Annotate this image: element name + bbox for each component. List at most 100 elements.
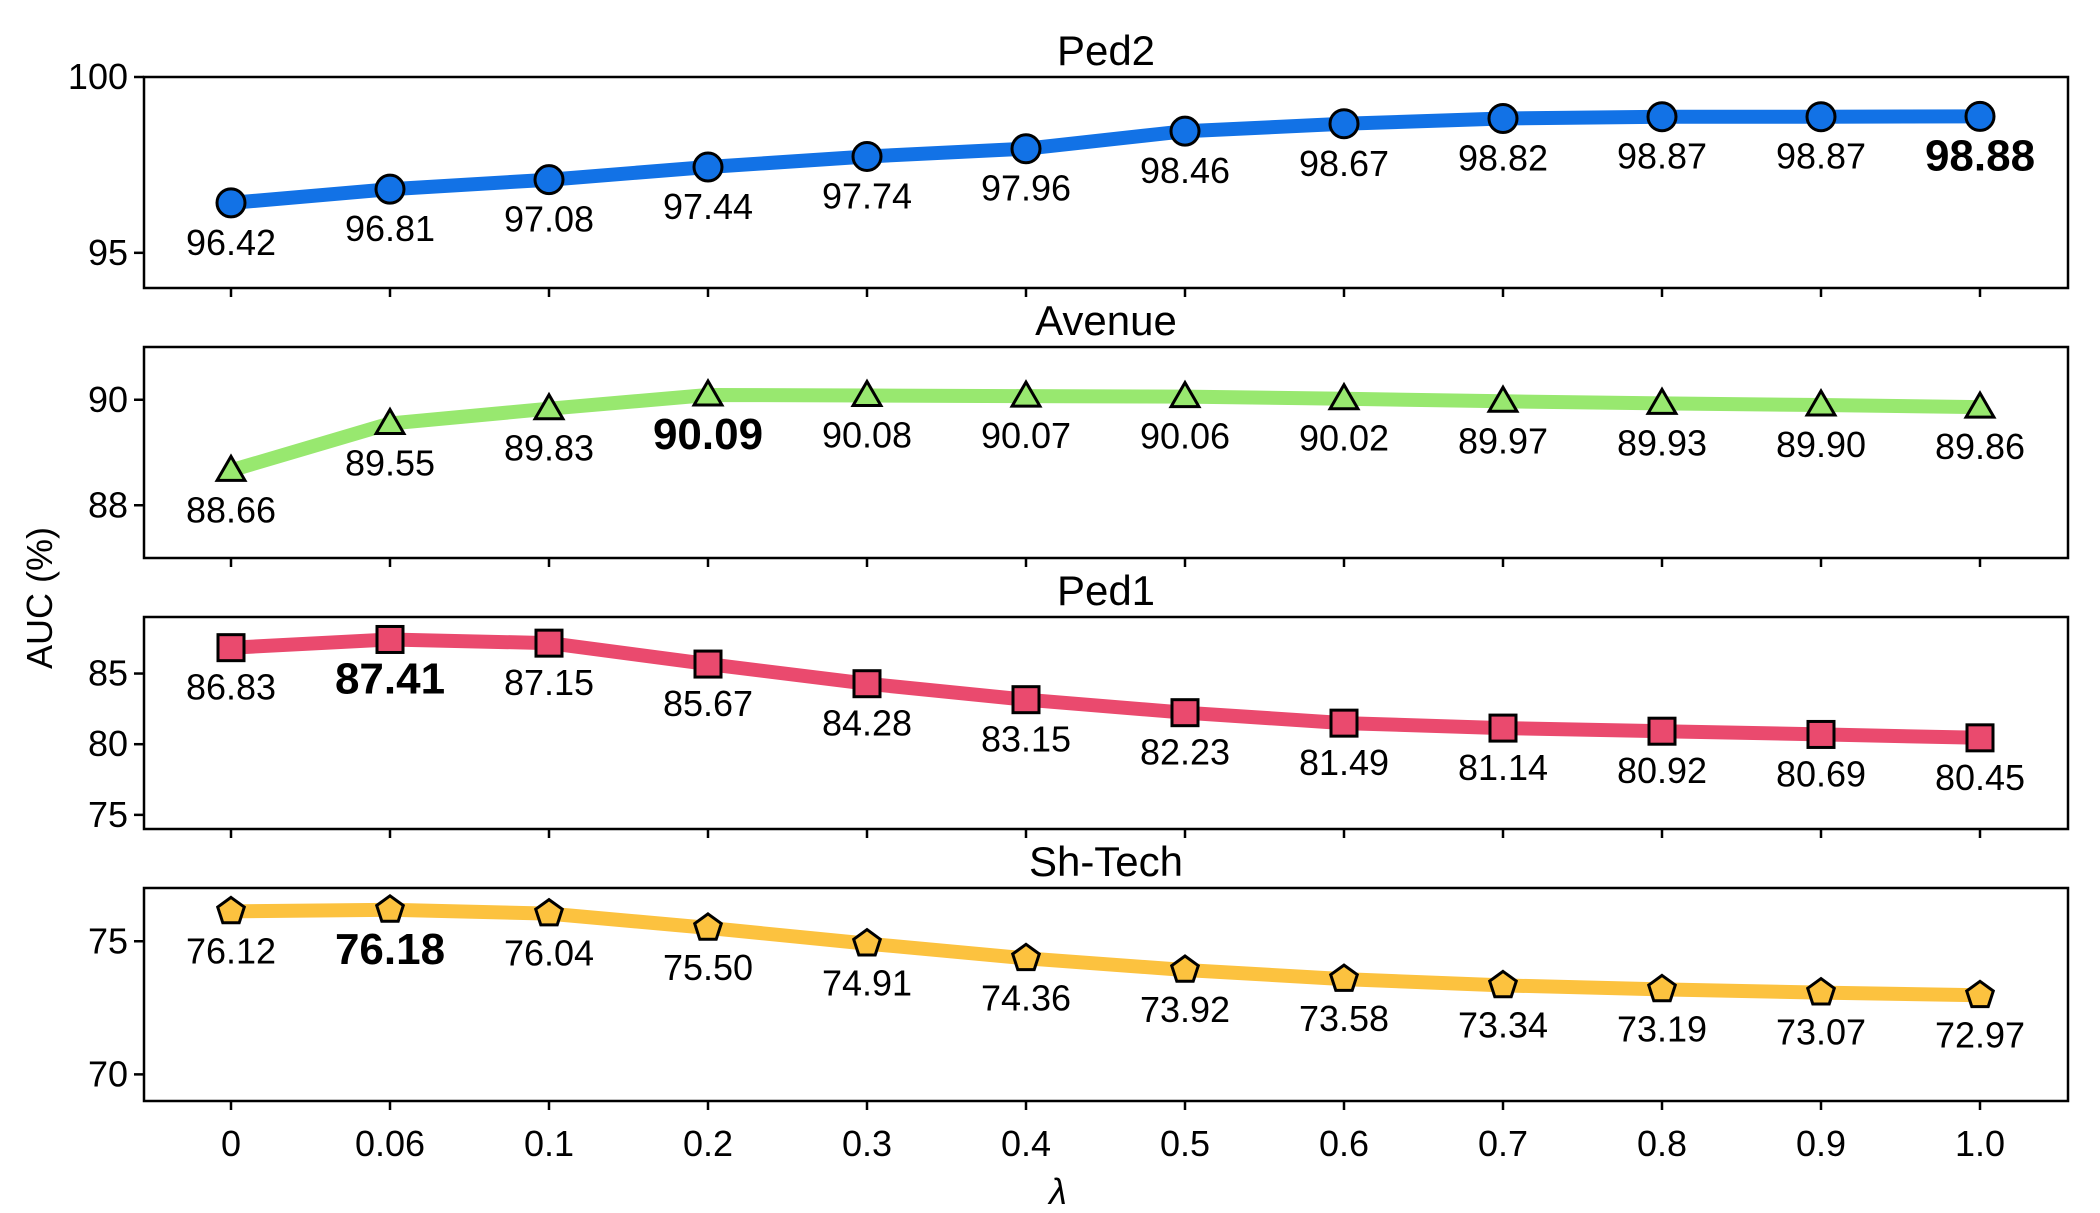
ped1-ytick-label-2: 85 bbox=[88, 653, 128, 694]
ped2-data-label-8: 98.82 bbox=[1458, 137, 1548, 178]
avenue-marker-0 bbox=[214, 453, 248, 482]
ped1-marker-0 bbox=[216, 633, 246, 663]
ped1-data-label-5: 83.15 bbox=[981, 719, 1071, 760]
sh-tech-data-label-10: 73.07 bbox=[1776, 1012, 1866, 1053]
ped2-marker-4 bbox=[851, 140, 883, 172]
ped2-marker-6 bbox=[1169, 115, 1201, 147]
ped1-data-label-6: 82.23 bbox=[1140, 732, 1230, 773]
sh-tech-marker-0 bbox=[215, 895, 247, 925]
avenue-ytick-label-1: 90 bbox=[88, 379, 128, 420]
avenue-marker-2 bbox=[532, 391, 566, 421]
ped2-data-label-5: 97.96 bbox=[981, 168, 1071, 209]
x-tick-label-7: 0.6 bbox=[1319, 1123, 1369, 1164]
sh-tech-ytick-label-1: 75 bbox=[88, 920, 128, 961]
x-tick-label-1: 0.06 bbox=[355, 1123, 425, 1164]
sh-tech-data-label-4: 74.91 bbox=[822, 963, 912, 1004]
chart-panels: Ped2 95 100 96.42 96.81 97.08 97.44 97.74 97.96 9… bbox=[68, 27, 2070, 1110]
sh-tech-data-label-11: 72.97 bbox=[1935, 1014, 2025, 1055]
sh-tech-data-label-2: 76.04 bbox=[504, 933, 594, 974]
sh-tech-data-label-5: 74.36 bbox=[981, 977, 1071, 1018]
ped2-series-line bbox=[224, 109, 1987, 210]
avenue-marker-3 bbox=[691, 378, 725, 407]
ped2-data-label-4: 97.74 bbox=[822, 175, 912, 216]
ped2-data-label-7: 98.67 bbox=[1299, 143, 1389, 184]
ped2-ytick-label-0: 95 bbox=[88, 232, 128, 273]
avenue-marker-4 bbox=[850, 378, 884, 407]
avenue-frame bbox=[142, 345, 2070, 560]
ped1-marker-4 bbox=[852, 669, 882, 699]
ped1-data-label-9: 80.92 bbox=[1617, 750, 1707, 791]
ped2-data-label-6: 98.46 bbox=[1140, 150, 1230, 191]
sh-tech-data-label-1: 76.18 bbox=[335, 925, 445, 974]
ped2-marker-3 bbox=[692, 151, 724, 183]
avenue-data-label-9: 89.93 bbox=[1617, 422, 1707, 463]
ped2-marker-5 bbox=[1010, 133, 1042, 165]
ped1-marker-9 bbox=[1647, 716, 1677, 746]
avenue-data-label-2: 89.83 bbox=[504, 428, 594, 469]
ped1-data-label-1: 87.41 bbox=[335, 654, 445, 703]
sh-tech-marker-6 bbox=[1169, 954, 1201, 983]
sh-tech-data-label-0: 76.12 bbox=[186, 930, 276, 971]
sh-tech-marker-9 bbox=[1646, 973, 1678, 1003]
avenue-series-line bbox=[224, 388, 1987, 478]
sh-tech-ytick-label-0: 70 bbox=[88, 1053, 128, 1094]
x-tick-label-3: 0.2 bbox=[683, 1123, 733, 1164]
ped1-marker-6 bbox=[1170, 698, 1200, 728]
sh-tech-data-label-6: 73.92 bbox=[1140, 989, 1230, 1030]
x-tick-label-9: 0.8 bbox=[1637, 1123, 1687, 1164]
ped1-ytick-label-0: 75 bbox=[88, 794, 128, 835]
ped1-marker-7 bbox=[1329, 708, 1359, 738]
sh-tech-marker-10 bbox=[1805, 976, 1837, 1006]
x-tick-label-4: 0.3 bbox=[842, 1123, 892, 1164]
sh-tech-marker-1 bbox=[374, 893, 406, 923]
avenue-marker-10 bbox=[1804, 388, 1838, 417]
ped1-data-label-7: 81.49 bbox=[1299, 742, 1389, 783]
x-tick-label-5: 0.4 bbox=[1001, 1123, 1051, 1164]
avenue-marker-6 bbox=[1168, 379, 1202, 409]
avenue-marker-1 bbox=[373, 406, 407, 435]
ped2-data-label-1: 96.81 bbox=[345, 208, 435, 249]
sh-tech-marker-7 bbox=[1328, 963, 1360, 992]
sh-tech-frame bbox=[142, 886, 2070, 1103]
ped1-marker-5 bbox=[1011, 685, 1041, 715]
avenue-data-label-6: 90.06 bbox=[1140, 416, 1230, 457]
ped1-marker-8 bbox=[1488, 713, 1518, 743]
sh-tech-series-line bbox=[224, 902, 1987, 1003]
ped1-panel: Ped1 75 80 85 86.83 87.41 87.15 85.67 84.28 83.15… bbox=[88, 567, 2070, 838]
sh-tech-data-label-9: 73.19 bbox=[1617, 1008, 1707, 1049]
x-axis-label: λ bbox=[1047, 1171, 1067, 1212]
avenue-data-label-4: 90.08 bbox=[822, 415, 912, 456]
sh-tech-marker-8 bbox=[1487, 969, 1519, 999]
ped1-frame bbox=[142, 615, 2070, 831]
avenue-data-label-1: 89.55 bbox=[345, 442, 435, 483]
ped1-title: Ped1 bbox=[1057, 567, 1155, 614]
ped2-marker-7 bbox=[1328, 108, 1360, 140]
ped2-ytick-label-1: 100 bbox=[68, 56, 128, 97]
ped2-marker-1 bbox=[374, 173, 406, 205]
sh-tech-marker-4 bbox=[851, 927, 883, 957]
ped2-data-label-0: 96.42 bbox=[186, 222, 276, 263]
x-tick-label-11: 1.0 bbox=[1955, 1123, 2005, 1164]
ped1-marker-10 bbox=[1806, 719, 1836, 749]
ped1-data-label-11: 80.45 bbox=[1935, 757, 2025, 798]
avenue-data-label-5: 90.07 bbox=[981, 415, 1071, 456]
x-tick-label-6: 0.5 bbox=[1160, 1123, 1210, 1164]
x-tick-label-0: 0 bbox=[221, 1123, 241, 1164]
avenue-data-label-3: 90.09 bbox=[653, 410, 763, 459]
ped1-series-line bbox=[224, 632, 1987, 745]
sh-tech-marker-5 bbox=[1010, 942, 1042, 972]
avenue-data-label-11: 89.86 bbox=[1935, 426, 2025, 467]
ped2-marker-2 bbox=[533, 164, 565, 196]
sh-tech-marker-2 bbox=[533, 897, 565, 927]
ped2-title: Ped2 bbox=[1057, 27, 1155, 74]
x-tick-label-8: 0.7 bbox=[1478, 1123, 1528, 1164]
ped2-data-label-9: 98.87 bbox=[1617, 136, 1707, 177]
avenue-ytick-label-0: 88 bbox=[88, 484, 128, 525]
ped2-data-label-2: 97.08 bbox=[504, 199, 594, 240]
avenue-data-label-7: 90.02 bbox=[1299, 418, 1389, 459]
ped2-marker-9 bbox=[1646, 101, 1678, 133]
ped2-marker-11 bbox=[1964, 100, 1996, 132]
ped1-data-label-4: 84.28 bbox=[822, 703, 912, 744]
avenue-title: Avenue bbox=[1035, 297, 1177, 344]
x-axis: 0 0.06 0.1 0.2 0.3 0.4 0.5 0.6 0.7 0.8 0.9 1.0 bbox=[221, 1123, 2005, 1164]
